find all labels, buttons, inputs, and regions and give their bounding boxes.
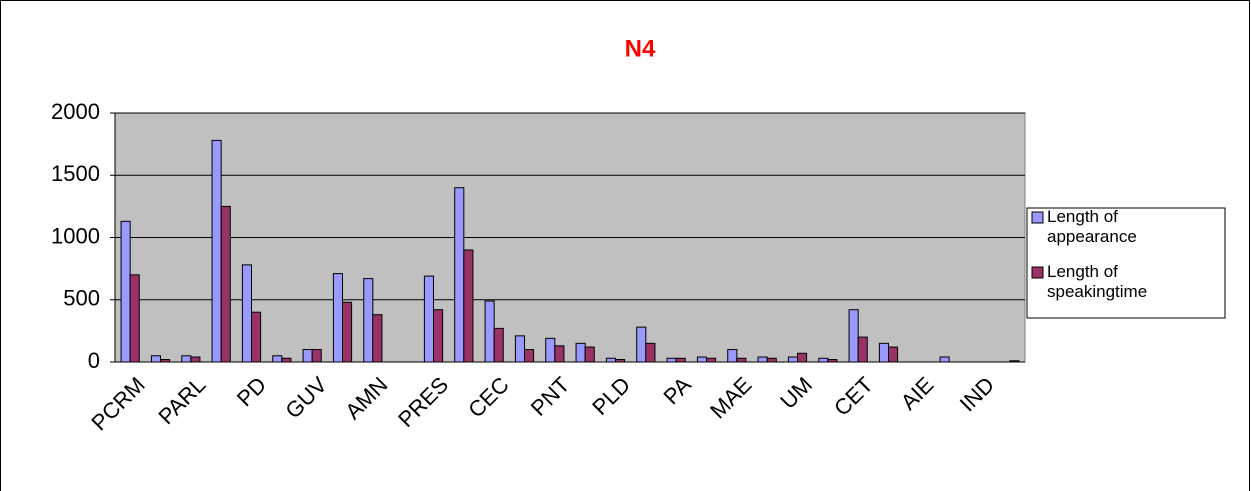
bar — [332, 273, 343, 363]
bar — [848, 309, 859, 363]
bar — [454, 187, 465, 363]
bar — [463, 249, 474, 363]
bar — [787, 356, 799, 363]
bar — [514, 335, 526, 363]
bar — [484, 300, 495, 363]
bar — [302, 349, 313, 363]
bar — [120, 220, 131, 363]
bar — [827, 359, 838, 363]
y-tick-label: 2000 — [51, 99, 100, 124]
bar — [857, 336, 868, 363]
bar — [615, 359, 626, 363]
bar — [554, 345, 565, 363]
bar — [736, 357, 747, 363]
bar — [797, 352, 808, 363]
bar — [372, 314, 383, 363]
bar — [757, 356, 768, 363]
bar — [727, 349, 738, 363]
bar — [706, 357, 717, 363]
chart-title: N4 — [625, 35, 656, 62]
bar — [584, 346, 595, 363]
bar — [645, 342, 656, 363]
bar — [272, 355, 283, 363]
bar — [939, 356, 950, 363]
y-tick-label: 500 — [63, 286, 100, 311]
bar — [433, 309, 444, 363]
legend — [1026, 207, 1226, 319]
bar — [493, 327, 504, 363]
y-tick-label: 1000 — [51, 223, 100, 248]
bar — [150, 355, 161, 363]
y-tick-label: 0 — [88, 348, 100, 373]
bar — [766, 357, 777, 363]
bar — [524, 349, 535, 363]
bar — [181, 355, 192, 363]
bar — [129, 274, 140, 363]
bar — [211, 139, 222, 363]
bar — [888, 346, 899, 363]
bar — [190, 356, 201, 363]
bar — [160, 359, 171, 363]
bar — [1009, 360, 1020, 363]
bar — [636, 326, 647, 363]
bar — [423, 275, 434, 363]
bar — [311, 349, 322, 363]
bar — [251, 311, 262, 363]
y-tick-label: 1500 — [51, 161, 100, 186]
bar — [363, 278, 374, 363]
bar — [675, 357, 686, 363]
bar — [575, 342, 586, 363]
bar — [342, 301, 353, 363]
bar — [878, 342, 890, 363]
legend-swatch — [1031, 211, 1044, 224]
bar — [818, 357, 829, 363]
legend-label: Length of appearance — [1047, 207, 1137, 246]
bar — [666, 357, 677, 363]
bar — [220, 205, 231, 363]
bar — [281, 357, 292, 363]
bar — [605, 357, 617, 363]
bar — [696, 356, 708, 363]
bar — [241, 264, 252, 363]
legend-label: Length of speakingtime — [1047, 262, 1147, 301]
bar — [545, 337, 556, 363]
legend-swatch — [1031, 266, 1044, 279]
